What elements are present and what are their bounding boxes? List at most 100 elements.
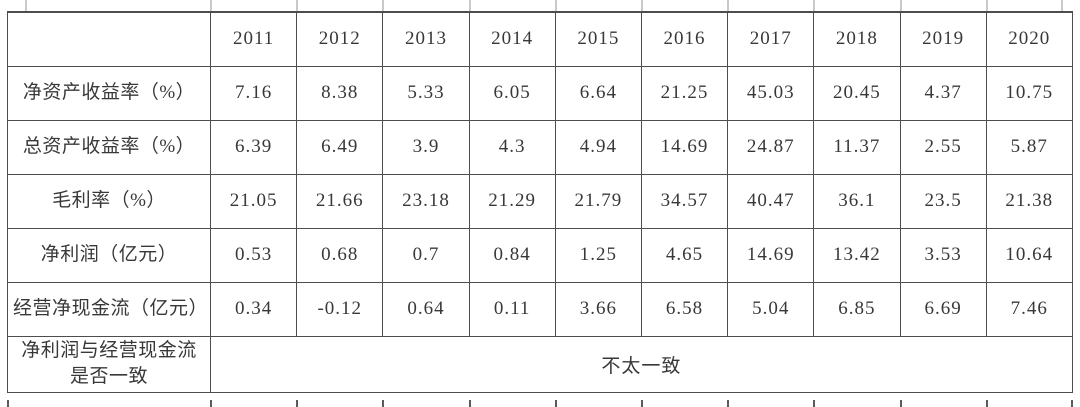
year-header-2020: 2020 xyxy=(985,11,1073,67)
metric-value-cell: 0.34 xyxy=(209,281,298,337)
table-row: 总资产收益率（%） 6.39 6.49 3.9 4.3 4.94 14.69 24.87 11.… xyxy=(7,119,1073,175)
table-row: 净资产收益率（%） 7.16 8.38 5.33 6.05 6.64 21.25 45.03 2… xyxy=(7,65,1073,121)
metric-value-cell: 36.1 xyxy=(813,173,901,229)
metric-value-cell: 21.79 xyxy=(554,173,642,229)
gridline-fragment xyxy=(469,0,471,11)
gridline-fragment xyxy=(986,400,988,407)
row-label-consistency: 净利润与经营现金流是否一致 xyxy=(7,335,211,393)
metric-value-cell: 7.46 xyxy=(985,281,1073,337)
metric-value-cell: 3.9 xyxy=(382,119,470,175)
metric-value-cell: 23.5 xyxy=(899,173,987,229)
gridline-fragment xyxy=(986,0,988,11)
metric-value-cell: 21.38 xyxy=(985,173,1073,229)
gridline-fragment xyxy=(727,0,729,11)
gridline-fragment xyxy=(641,400,643,407)
metric-value-cell: 6.49 xyxy=(296,119,384,175)
gridline-fragment xyxy=(555,400,557,407)
metric-value-cell: 6.69 xyxy=(899,281,987,337)
metric-value-cell: 13.42 xyxy=(813,227,901,283)
gridline-fragment xyxy=(1071,400,1073,407)
row-label: 净资产收益率（%） xyxy=(7,65,211,121)
metric-value-cell: 4.3 xyxy=(468,119,556,175)
row-label: 净利润（亿元） xyxy=(7,227,211,283)
corner-cell xyxy=(7,11,211,67)
consistency-value-cell: 不太一致 xyxy=(210,335,1073,393)
financial-metrics-table: 2011 2012 2013 2014 2015 2016 2017 2018 2019 2020… xyxy=(7,11,1073,393)
metric-value-cell: 5.04 xyxy=(727,281,815,337)
metric-value-cell: 20.45 xyxy=(813,65,901,121)
metric-value-cell: 45.03 xyxy=(727,65,815,121)
year-header-2016: 2016 xyxy=(640,11,729,67)
gridline-fragment xyxy=(7,400,9,407)
gridline-fragment xyxy=(555,0,557,11)
row-label: 毛利率（%） xyxy=(7,173,211,229)
year-header-2017: 2017 xyxy=(727,11,815,67)
gridline-fragment xyxy=(813,0,815,11)
metric-value-cell: 34.57 xyxy=(640,173,729,229)
metric-value-cell: 1.25 xyxy=(554,227,642,283)
metric-value-cell: -0.12 xyxy=(296,281,384,337)
year-header-row: 2011 2012 2013 2014 2015 2016 2017 2018 2019 2020 xyxy=(7,11,1073,67)
metric-value-cell: 4.94 xyxy=(554,119,642,175)
metric-value-cell: 14.69 xyxy=(727,227,815,283)
metric-value-cell: 2.55 xyxy=(899,119,987,175)
metric-value-cell: 3.66 xyxy=(554,281,642,337)
gridline-fragment xyxy=(210,0,212,11)
metric-value-cell: 23.18 xyxy=(382,173,470,229)
year-header-2013: 2013 xyxy=(382,11,470,67)
gridline-fragment xyxy=(382,0,384,11)
metric-value-cell: 0.68 xyxy=(296,227,384,283)
metric-value-cell: 6.58 xyxy=(640,281,729,337)
gridline-fragment xyxy=(296,400,298,407)
metric-value-cell: 0.64 xyxy=(382,281,470,337)
gridline-fragment xyxy=(382,400,384,407)
metric-value-cell: 4.37 xyxy=(899,65,987,121)
metric-value-cell: 0.11 xyxy=(468,281,556,337)
metric-value-cell: 0.7 xyxy=(382,227,470,283)
metric-value-cell: 24.87 xyxy=(727,119,815,175)
gridline-fragment xyxy=(25,0,27,11)
table-row: 净利润（亿元） 0.53 0.68 0.7 0.84 1.25 4.65 14.69 13.42… xyxy=(7,227,1073,283)
gridline-fragment xyxy=(813,400,815,407)
metric-value-cell: 10.64 xyxy=(985,227,1073,283)
metric-value-cell: 4.65 xyxy=(640,227,729,283)
gridline-fragment xyxy=(1061,0,1063,11)
metric-value-cell: 8.38 xyxy=(296,65,384,121)
metric-value-cell: 6.39 xyxy=(209,119,298,175)
metric-value-cell: 21.66 xyxy=(296,173,384,229)
table-row-consistency: 净利润与经营现金流是否一致 不太一致 xyxy=(7,335,1073,393)
gridline-fragment xyxy=(210,400,212,407)
metric-value-cell: 6.85 xyxy=(813,281,901,337)
metric-value-cell: 21.29 xyxy=(468,173,556,229)
gridline-fragment xyxy=(727,400,729,407)
row-label: 经营净现金流（亿元） xyxy=(7,281,211,337)
metric-value-cell: 6.05 xyxy=(468,65,556,121)
metric-value-cell: 40.47 xyxy=(727,173,815,229)
metric-value-cell: 21.05 xyxy=(209,173,298,229)
gridline-fragment xyxy=(469,400,471,407)
metric-value-cell: 11.37 xyxy=(813,119,901,175)
table-row: 毛利率（%） 21.05 21.66 23.18 21.29 21.79 34.57 40.4… xyxy=(7,173,1073,229)
row-label: 总资产收益率（%） xyxy=(7,119,211,175)
metric-value-cell: 0.53 xyxy=(209,227,298,283)
metric-value-cell: 6.64 xyxy=(554,65,642,121)
metric-value-cell: 0.84 xyxy=(468,227,556,283)
gridline-fragment xyxy=(900,0,902,11)
table-row: 经营净现金流（亿元） 0.34 -0.12 0.64 0.11 3.66 6.58 5.04 6… xyxy=(7,281,1073,337)
year-header-2019: 2019 xyxy=(899,11,987,67)
year-header-2015: 2015 xyxy=(554,11,642,67)
metric-value-cell: 21.25 xyxy=(640,65,729,121)
gridline-fragment xyxy=(296,0,298,11)
year-header-2011: 2011 xyxy=(209,11,298,67)
metric-value-cell: 10.75 xyxy=(985,65,1073,121)
metric-value-cell: 3.53 xyxy=(899,227,987,283)
metric-value-cell: 5.87 xyxy=(985,119,1073,175)
gridline-fragment xyxy=(641,0,643,11)
metric-value-cell: 7.16 xyxy=(209,65,298,121)
metric-value-cell: 5.33 xyxy=(382,65,470,121)
metric-value-cell: 14.69 xyxy=(640,119,729,175)
year-header-2012: 2012 xyxy=(296,11,384,67)
gridline-fragment xyxy=(900,400,902,407)
year-header-2018: 2018 xyxy=(813,11,901,67)
